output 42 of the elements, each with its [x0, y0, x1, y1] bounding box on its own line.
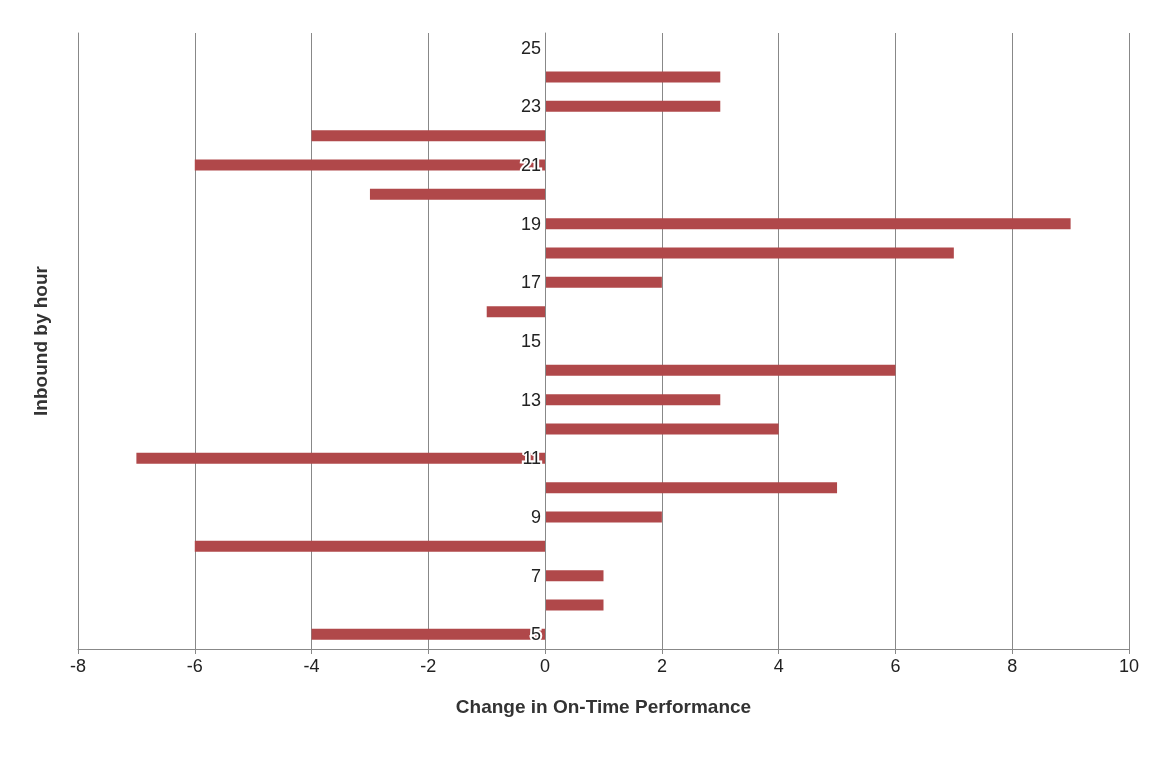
- x-tick-label: 10: [1118, 656, 1140, 676]
- bar: [545, 276, 662, 288]
- bar: [311, 628, 546, 640]
- y-tick-label: 13: [521, 389, 542, 410]
- bar: [311, 130, 546, 142]
- x-tick-label: 0: [540, 656, 551, 676]
- bar: [369, 188, 546, 200]
- y-tick-label: 23: [521, 96, 542, 117]
- bar: [545, 218, 1071, 230]
- bar: [194, 159, 546, 171]
- x-tick-label: 8: [1007, 656, 1018, 676]
- y-tick-label: 11: [522, 448, 542, 469]
- x-tick-label: -8: [69, 656, 87, 676]
- y-tick-label: 25: [521, 37, 542, 58]
- bar: [545, 364, 896, 376]
- bar: [545, 100, 721, 112]
- y-tick-label: 9: [531, 507, 542, 527]
- y-tick-label: 19: [521, 213, 542, 234]
- y-tick-label: 5: [531, 624, 542, 645]
- bar: [545, 394, 721, 406]
- x-tick-label: -6: [186, 656, 203, 676]
- bar: [545, 599, 604, 611]
- x-axis-title: Change in On-Time Performance: [455, 696, 752, 717]
- bar: [136, 452, 546, 464]
- bar: [486, 306, 546, 318]
- bar: [545, 247, 954, 259]
- bar: [545, 71, 721, 83]
- x-tick-label: 2: [656, 656, 667, 676]
- bar: [194, 540, 546, 552]
- bar: [545, 482, 838, 494]
- x-tick-label: -2: [420, 656, 437, 676]
- y-tick-label: 15: [521, 331, 542, 351]
- bar: [545, 423, 779, 435]
- x-tick-label: -4: [303, 656, 320, 676]
- y-tick-label: 7: [531, 565, 542, 586]
- x-tick-label: 4: [773, 656, 784, 676]
- y-tick-label: 21: [521, 155, 542, 175]
- y-tick-label: 17: [521, 272, 542, 293]
- y-axis-title: Inbound by hour: [30, 265, 51, 416]
- bar: [545, 570, 604, 582]
- x-tick-label: 6: [890, 656, 901, 676]
- bar: [545, 511, 662, 523]
